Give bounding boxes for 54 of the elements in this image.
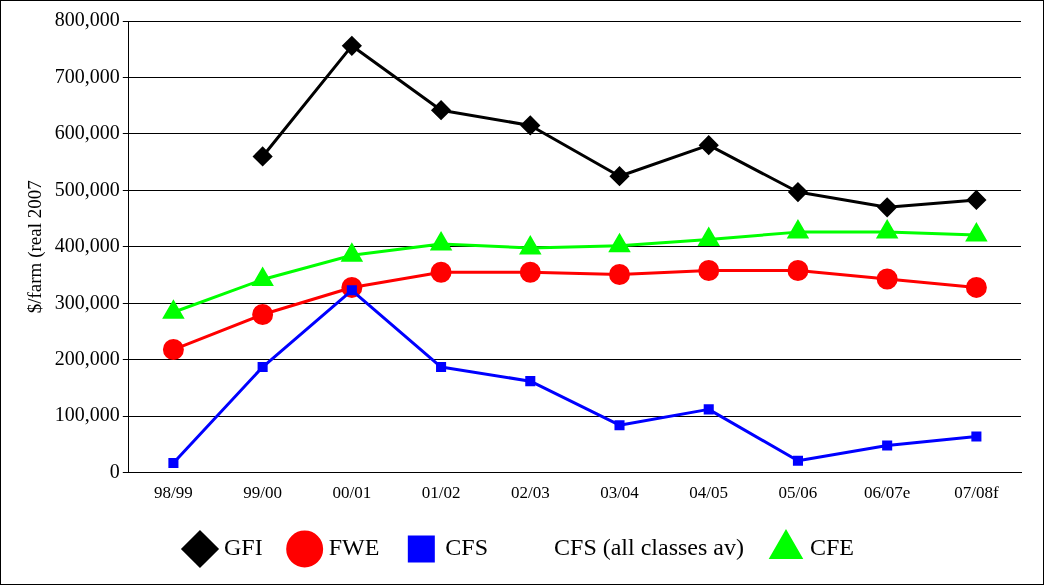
point bbox=[430, 261, 452, 283]
text: CFS (all classes av) bbox=[554, 534, 745, 561]
point bbox=[253, 146, 273, 166]
y-axis-title: $/farm (real 2007 bbox=[24, 180, 47, 314]
y-tick-label: 0 bbox=[109, 459, 120, 482]
point bbox=[699, 135, 719, 155]
point bbox=[792, 455, 803, 466]
point bbox=[519, 261, 541, 283]
point bbox=[971, 431, 982, 442]
x-tick-label: 02/03 bbox=[510, 483, 550, 503]
point bbox=[610, 166, 630, 186]
point bbox=[698, 260, 720, 282]
x-tick-label: 03/04 bbox=[600, 483, 640, 503]
point bbox=[257, 362, 268, 373]
y-tick-label: 400,000 bbox=[54, 234, 120, 257]
point bbox=[609, 263, 631, 285]
point bbox=[168, 457, 179, 469]
x-tick-label: 06/07e bbox=[864, 483, 911, 503]
point bbox=[520, 115, 540, 135]
x-tick-label: 01/02 bbox=[421, 483, 461, 503]
point bbox=[788, 182, 808, 202]
x-tick-label: 99/00 bbox=[243, 483, 282, 503]
point bbox=[252, 268, 273, 287]
point bbox=[436, 362, 447, 373]
legend-label: FWE bbox=[328, 534, 380, 561]
legend-label: CFE bbox=[810, 534, 855, 561]
point bbox=[787, 260, 809, 282]
x-tick-label: 04/05 bbox=[689, 483, 729, 503]
point bbox=[431, 100, 451, 120]
y-tick-label: 600,000 bbox=[54, 121, 120, 144]
y-tick-label: 500,000 bbox=[54, 177, 120, 200]
y-tick-label: 700,000 bbox=[54, 64, 120, 87]
point bbox=[876, 268, 898, 290]
point bbox=[609, 234, 630, 253]
legend-label: GFI bbox=[223, 534, 263, 561]
point bbox=[342, 36, 362, 56]
x-tick-label: 05/06 bbox=[778, 483, 818, 503]
point bbox=[882, 440, 893, 451]
point bbox=[614, 420, 625, 431]
legend-label: CFS bbox=[445, 534, 489, 561]
point bbox=[252, 304, 274, 326]
point bbox=[877, 197, 897, 217]
y-tick-label: 800,000 bbox=[54, 8, 120, 31]
point bbox=[525, 376, 536, 387]
x-tick-label: 98/99 bbox=[154, 483, 193, 503]
x-tick-label: 00/01 bbox=[332, 483, 372, 503]
y-tick-label: 100,000 bbox=[54, 403, 120, 426]
point bbox=[703, 404, 714, 415]
point bbox=[965, 276, 987, 298]
point bbox=[966, 190, 986, 210]
y-tick-label: 200,000 bbox=[54, 346, 120, 369]
x-tick-label: 07/08f bbox=[954, 483, 999, 503]
y-tick-label: 300,000 bbox=[54, 290, 120, 313]
point bbox=[162, 339, 184, 361]
